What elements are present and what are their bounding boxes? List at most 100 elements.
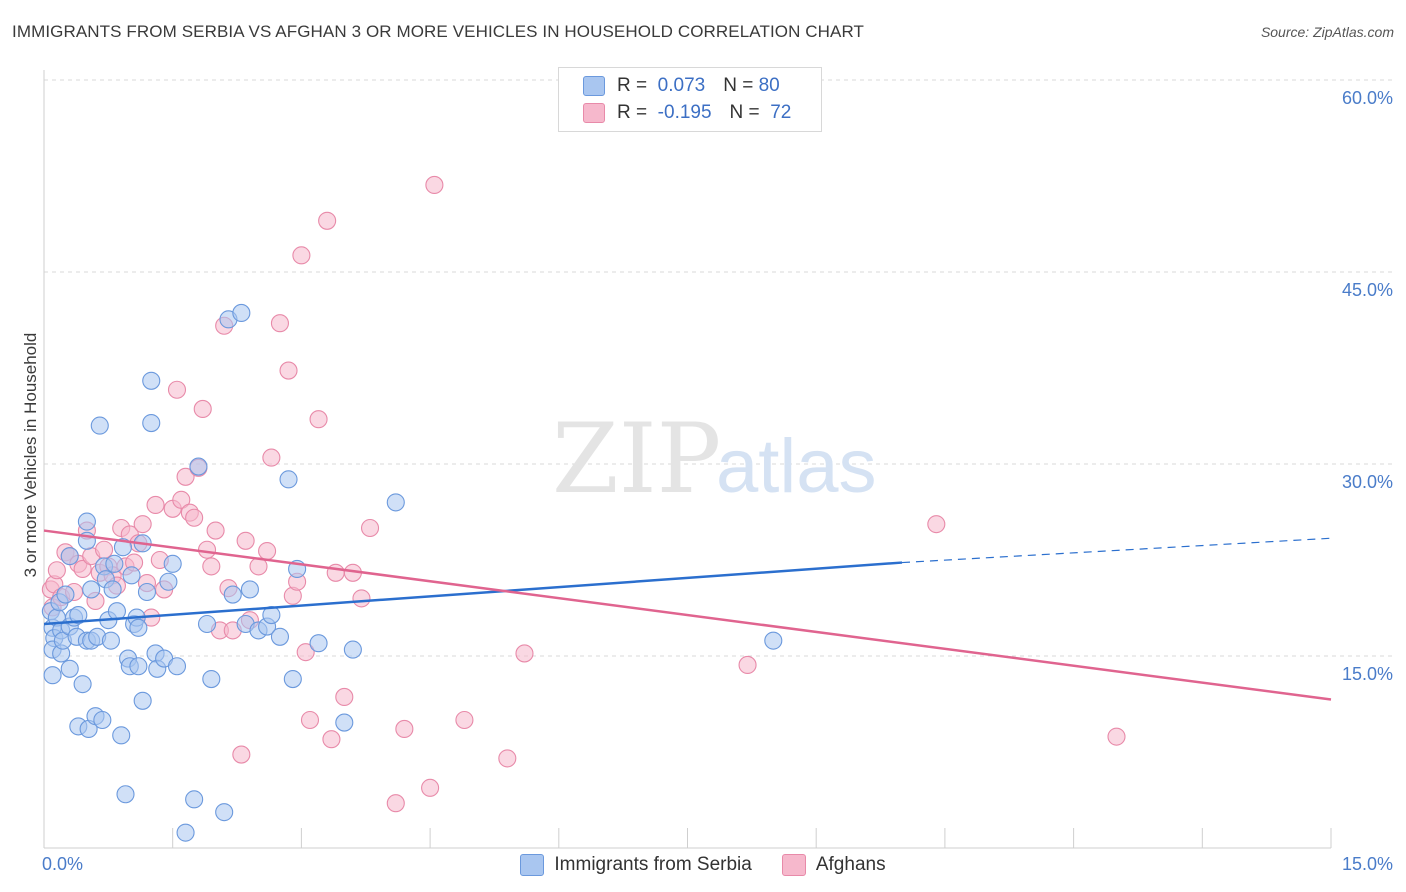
afghans-point — [133, 515, 152, 534]
serbia-point — [386, 493, 405, 512]
afghans-point — [318, 211, 337, 230]
serbia-point — [77, 512, 96, 531]
afghans-point — [455, 710, 474, 730]
series-serbia — [41, 303, 783, 842]
afghans-point — [172, 490, 191, 509]
x-tick-label: 15.0% — [1342, 854, 1393, 874]
serbia-point — [90, 416, 109, 435]
serbia-point — [101, 631, 120, 650]
stats-row-afghans: R = -0.195 N = 72 — [583, 100, 791, 126]
afghans-point — [176, 467, 195, 486]
serbia-point — [69, 605, 88, 625]
afghans-point — [425, 175, 444, 195]
n-value: 72 — [770, 102, 792, 123]
watermark: ZIP atlas — [552, 403, 877, 515]
stats-row-serbia: R = 0.073 N = 80 — [583, 73, 780, 99]
serbia-point — [116, 785, 135, 804]
afghans-point — [47, 561, 66, 580]
n-label: N = — [729, 102, 760, 123]
serbia-point — [189, 457, 208, 476]
serbia-point — [159, 572, 178, 591]
serbia-point — [335, 713, 354, 732]
n-label: N = — [723, 75, 754, 96]
serbia-point — [122, 566, 141, 585]
afghans-point — [236, 531, 255, 550]
legend-label: Immigrants from Serbia — [554, 854, 752, 875]
serbia-legend-icon — [520, 854, 545, 876]
afghans-point — [292, 246, 311, 265]
serbia-point — [167, 657, 187, 676]
afghans-point — [738, 655, 757, 675]
serbia-point — [309, 634, 328, 653]
serbia-point — [283, 669, 302, 689]
afghans-point — [270, 314, 290, 333]
afghans-legend-icon — [781, 854, 806, 876]
afghans-point — [300, 710, 320, 730]
serbia-point — [142, 371, 161, 390]
legend-item-serbia[interactable]: Immigrants from Serbia — [520, 854, 752, 876]
serbia-point — [197, 614, 217, 634]
afghans-point — [360, 518, 380, 538]
serbia-point — [270, 627, 290, 646]
serbia-trend-extension — [901, 537, 1332, 564]
r-value: -0.195 — [657, 102, 712, 123]
afghans-point — [498, 749, 517, 768]
afghans-point — [1107, 727, 1126, 746]
serbia-point — [185, 790, 204, 809]
serbia-point — [93, 710, 112, 730]
serbia-point — [223, 585, 242, 604]
serbia-point — [56, 585, 75, 604]
legend: Immigrants from Serbia Afghans — [0, 851, 1406, 879]
afghans-point — [202, 557, 221, 576]
serbia-point — [142, 413, 161, 433]
serbia-point — [82, 580, 101, 599]
serbia-point — [113, 538, 132, 557]
y-tick-labels: 15.0% 30.0% 45.0% 60.0% — [1342, 88, 1393, 684]
afghans-point — [322, 730, 341, 749]
afghans-swatch-icon — [583, 103, 605, 123]
y-tick-label: 60.0% — [1342, 88, 1393, 108]
afghans-point — [197, 540, 217, 559]
afghans-point — [395, 719, 414, 739]
afghans-point — [232, 745, 251, 764]
gridlines — [44, 79, 1394, 657]
y-tick-label: 30.0% — [1342, 472, 1393, 492]
serbia-point — [176, 823, 195, 842]
axes — [43, 70, 1332, 849]
serbia-point — [163, 554, 182, 573]
afghans-trend-line — [43, 529, 1332, 701]
serbia-point — [343, 640, 362, 659]
serbia-trend-line — [43, 561, 903, 626]
serbia-swatch-icon — [583, 76, 605, 96]
legend-item-afghans[interactable]: Afghans — [781, 854, 886, 876]
serbia-point — [279, 470, 298, 489]
serbia-point — [105, 554, 124, 573]
serbia-point — [129, 657, 148, 676]
afghans-point — [335, 687, 354, 707]
afghans-point — [927, 515, 946, 534]
afghans-point — [262, 448, 281, 467]
legend-label: Afghans — [815, 854, 886, 875]
r-label: R = — [617, 75, 648, 96]
y-tick-label: 45.0% — [1342, 280, 1393, 300]
afghans-point — [386, 794, 405, 813]
stats-box: R = 0.073 N = 80 R = -0.195 N = 72 — [558, 67, 822, 132]
afghans-point — [73, 559, 92, 579]
r-label: R = — [617, 102, 648, 123]
afghans-point — [279, 361, 298, 380]
afghans-point — [167, 380, 187, 399]
afghans-point — [515, 644, 534, 663]
watermark-atlas: atlas — [716, 424, 877, 509]
afghans-point — [296, 643, 315, 662]
afghans-point — [258, 541, 277, 561]
serbia-point — [240, 580, 259, 599]
y-tick-label: 15.0% — [1342, 664, 1393, 684]
serbia-point — [60, 659, 79, 678]
trend-lines — [43, 529, 1332, 701]
afghans-point — [193, 399, 212, 419]
n-value: 80 — [758, 75, 780, 96]
x-tick-label: 0.0% — [42, 854, 83, 874]
serbia-point — [202, 669, 221, 689]
serbia-point — [60, 547, 79, 566]
